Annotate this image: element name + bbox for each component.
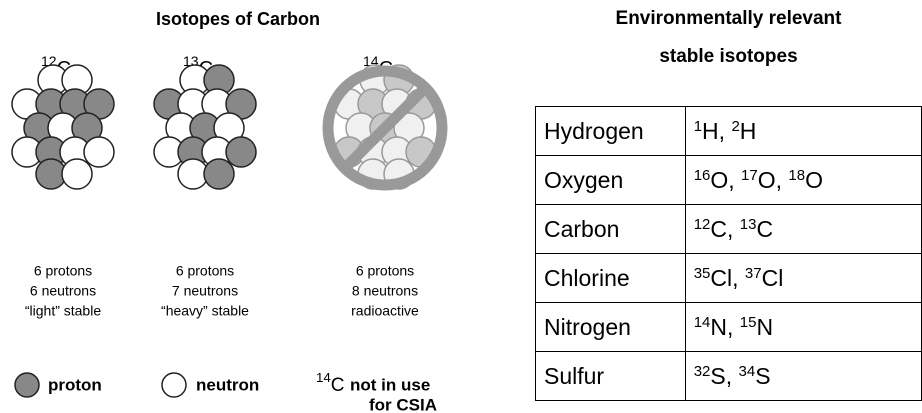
isotope-cell: 16O, 17O, 18O [684, 155, 922, 205]
element-cell: Nitrogen [535, 302, 686, 352]
isotope-description: radioactive [351, 303, 419, 319]
element-symbol: C [710, 215, 727, 242]
legend-note: not in use [350, 375, 430, 394]
element-symbol: O [710, 166, 729, 193]
mass-number: 32 [693, 362, 711, 380]
table-row: Nitrogen 14N, 15N [535, 302, 922, 352]
table-row: Hydrogen 1H, 2H [535, 106, 922, 156]
mass-number: 2 [731, 117, 740, 135]
isotope-cell: 1H, 2H [684, 106, 922, 156]
isotope-cell: 32S, 34S [684, 351, 922, 401]
mass-number: 16 [693, 166, 711, 184]
proton [225, 136, 257, 168]
panel-title: Isotopes of Carbon [156, 9, 320, 29]
mass-number: 17 [741, 166, 758, 184]
element-symbol: H [702, 117, 719, 144]
legend-neutron-icon [161, 372, 187, 398]
element-symbol: Cl [710, 264, 733, 291]
mass-number: 35 [693, 264, 711, 282]
table-row: Chlorine 35Cl, 37Cl [535, 253, 922, 303]
table-title: stable isotopes [659, 46, 798, 67]
mass-number: 37 [744, 264, 762, 282]
isotope-description: “light” stable [25, 303, 101, 319]
table-row: Carbon 12C, 13C [535, 204, 922, 254]
element-cell: Carbon [535, 204, 686, 254]
element-symbol: O [805, 166, 823, 193]
isotope-cell: 12C, 13C [684, 204, 922, 254]
element-symbol: S [710, 362, 726, 389]
element-symbol: O [757, 166, 776, 193]
isotope-description: “heavy” stable [161, 303, 249, 319]
element-cell: Oxygen [535, 155, 686, 205]
mass-number: 13 [739, 215, 757, 233]
isotope-cell: 14N, 15N [684, 302, 922, 352]
mass-number: 12 [693, 215, 711, 233]
isotope-symbol: 14C [316, 370, 345, 397]
isotope-description: 6 protons [356, 263, 414, 279]
element-symbol: H [739, 117, 757, 144]
nucleus [153, 64, 257, 190]
element-symbol: C [756, 215, 774, 242]
proton [203, 158, 235, 190]
isotope-description: 6 protons [34, 263, 92, 279]
mass-number: 34 [738, 362, 756, 380]
neutron [61, 158, 93, 190]
element-symbol: Cl [761, 264, 784, 291]
isotope-description: 7 neutrons [172, 283, 238, 299]
element-symbol: N [710, 313, 727, 340]
isotope-cell: 35Cl, 37Cl [684, 253, 922, 303]
legend-label: neutron [196, 375, 259, 394]
isotope-description: 6 protons [176, 263, 234, 279]
table-title: Environmentally relevant [615, 8, 842, 29]
element-symbol: C [331, 375, 345, 396]
element-symbol: S [755, 362, 771, 389]
element-cell: Sulfur [535, 351, 686, 401]
table-row: Sulfur 32S, 34S [535, 351, 922, 401]
element-symbol: N [756, 313, 774, 340]
element-cell: Chlorine [535, 253, 686, 303]
mass-number: 18 [788, 166, 806, 184]
mass-number: 15 [739, 313, 757, 331]
legend-proton-icon [14, 372, 40, 398]
neutron [83, 136, 115, 168]
prohibition-ring [322, 65, 448, 191]
mass-number: 14 [693, 313, 711, 331]
mass-number: 14 [316, 370, 331, 385]
isotope-description: 8 neutrons [352, 283, 418, 299]
isotope-description: 6 neutrons [30, 283, 96, 299]
legend-label: proton [48, 375, 102, 394]
isotope-table: Hydrogen 1H, 2H Oxygen 16O, 17O, 18O Carbon 1… [535, 106, 922, 401]
prohibition-slash [341, 84, 429, 172]
nucleus [11, 64, 115, 190]
mass-number: 1 [693, 117, 703, 135]
element-cell: Hydrogen [535, 106, 686, 156]
table-row: Oxygen 16O, 17O, 18O [535, 155, 922, 205]
legend-note: for CSIA [369, 395, 437, 413]
